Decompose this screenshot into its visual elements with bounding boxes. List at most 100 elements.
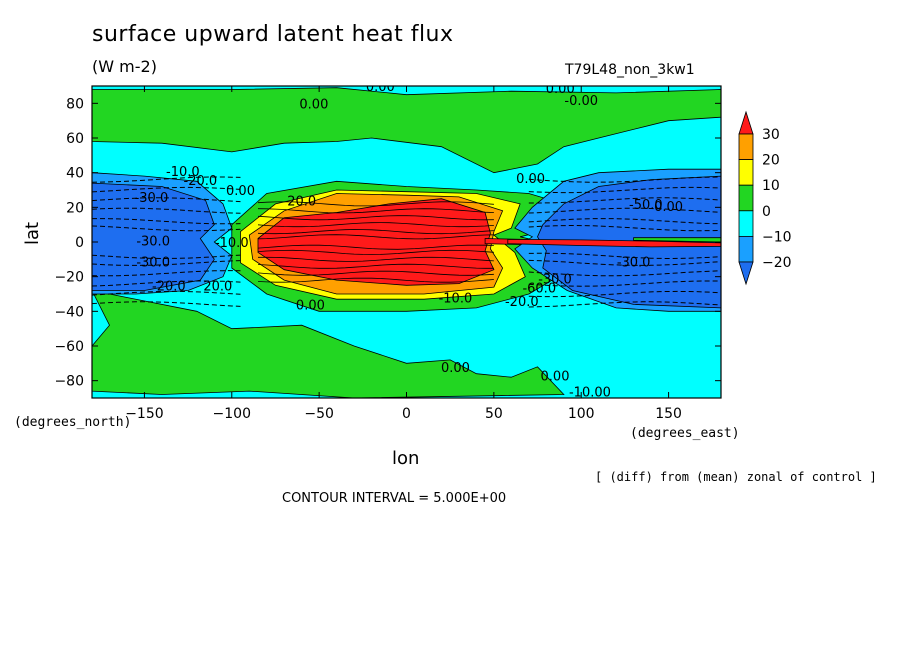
contour-line-negative — [528, 224, 721, 232]
contour-line-positive — [257, 215, 494, 221]
contour-label: -10.0 — [166, 165, 200, 180]
region-red-tongue-top — [507, 238, 721, 248]
colorbar-label: 10 — [762, 178, 780, 194]
x-axis-label: lon — [392, 448, 420, 469]
contour-line-negative — [92, 280, 241, 287]
colorbar-swatch — [738, 110, 754, 135]
contour-label: -10.0 — [215, 236, 249, 251]
colorbar-swatch — [738, 159, 754, 186]
colorbar-swatch — [738, 235, 754, 263]
contour-line-positive — [257, 208, 494, 214]
contour-line-negative — [528, 186, 721, 194]
y-tick-label: 0 — [75, 235, 84, 251]
y-tick-label: −20 — [54, 270, 84, 286]
contour-label: 0.00 — [299, 98, 328, 113]
contour-line-negative — [528, 218, 721, 225]
contour-line-negative — [92, 218, 241, 225]
contour-label: 0.00 — [654, 200, 683, 215]
colorbar-swatch — [738, 133, 754, 161]
region-red — [257, 198, 495, 286]
y-axis-unit: (degrees_north) — [14, 415, 132, 430]
colorbar-swatch — [738, 184, 754, 212]
contour-line-positive — [257, 222, 494, 228]
y-tick-label: 40 — [66, 166, 84, 182]
contour-line-negative — [528, 280, 721, 287]
diff-note: [ (diff) from (mean) zonal of control ] — [595, 470, 877, 484]
x-tick-label: −150 — [125, 406, 163, 422]
contour-line-positive — [257, 201, 494, 207]
x-axis-unit: (degrees_east) — [630, 426, 740, 441]
contour-label: 0.00 — [516, 172, 545, 187]
x-tick-label: −100 — [213, 406, 251, 422]
y-tick-label: −40 — [54, 304, 84, 320]
contour-line-negative — [528, 176, 721, 183]
contour-label: 0.00 — [296, 299, 325, 314]
contour-label: -60.0 — [522, 281, 556, 296]
contour-label: -20.0 — [184, 174, 218, 189]
contour-label: -20.0 — [505, 295, 539, 310]
colorbar-label: 0 — [762, 204, 771, 220]
contour-line-negative — [528, 197, 721, 204]
contour-label: 20.0 — [203, 280, 232, 295]
colorbar-label: −10 — [762, 229, 792, 245]
contour-label: -30.0 — [617, 255, 651, 270]
region-green-south — [92, 290, 565, 398]
contour-label: -10.0 — [439, 292, 473, 307]
contour-label: 20.0 — [287, 195, 316, 210]
contour-label: -30.0 — [135, 191, 169, 206]
contour-label: -20.0 — [152, 280, 186, 295]
x-tick-label: −50 — [304, 406, 334, 422]
contour-line-negative — [92, 225, 241, 232]
contour-lines — [92, 176, 721, 308]
contour-label: -50.0 — [629, 198, 663, 213]
contour-label: -10.00 — [569, 385, 611, 400]
run-name: T79L48_non_3kw1 — [565, 62, 695, 78]
colorbar-label: −20 — [762, 255, 792, 271]
contour-labels: 0.00 0.00-0.000.00-10.0-20.00.00-30.0 20.0… — [135, 80, 683, 400]
contour-line-negative — [528, 301, 721, 308]
contour-line-negative — [528, 290, 721, 298]
y-tick-label: 20 — [66, 200, 84, 216]
colorbar-swatch — [738, 210, 754, 237]
contour-line-negative — [92, 197, 241, 203]
colorbar-label: 30 — [762, 127, 780, 143]
chart-units: (W m-2) — [92, 57, 157, 76]
contour-line-negative — [528, 252, 721, 260]
contour-line-positive — [257, 244, 494, 250]
contour-line-negative — [92, 186, 241, 193]
region-green-north — [92, 87, 721, 174]
x-tick-label: 50 — [485, 406, 503, 422]
colorbar-label: 20 — [762, 153, 780, 169]
contour-label: 0.00 — [546, 82, 575, 97]
contour-line-positive — [257, 234, 494, 240]
contour-label: 0.00 — [541, 370, 570, 385]
colorbar: 30 20 10 0 −10 −20 — [738, 110, 792, 286]
contour-line-negative — [92, 260, 241, 266]
y-tick-label: −80 — [54, 374, 84, 390]
contour-label: -0.00 — [564, 94, 598, 109]
x-tick-label: 150 — [655, 406, 682, 422]
contour-label: 0.00 — [226, 184, 255, 199]
contour-interval: CONTOUR INTERVAL = 5.000E+00 — [282, 491, 507, 506]
chart-title: surface upward latent heat flux — [92, 22, 454, 47]
y-tick-label: 80 — [66, 96, 84, 112]
axes: −150 −100 −50 0 50 100 150 −80 −60 −40 −20 0 20 40 60 8… — [54, 86, 721, 422]
contour-line-negative — [92, 254, 241, 260]
y-tick-label: −60 — [54, 339, 84, 355]
contour-label: -30.0 — [136, 235, 170, 250]
contour-label: 0.00 — [366, 80, 395, 95]
x-tick-label: 0 — [402, 406, 411, 422]
contour-label: -30.0 — [538, 273, 572, 288]
contour-line-positive — [258, 256, 494, 262]
contour-label: 0.00 — [441, 361, 470, 376]
contour-line-positive — [257, 229, 494, 235]
contour-line-positive — [257, 277, 494, 283]
region-green-tongue — [633, 237, 721, 243]
contour-line-negative — [528, 207, 721, 214]
contour-line-negative — [528, 270, 721, 277]
y-tick-label: 60 — [66, 131, 84, 147]
contour-line-positive — [257, 249, 494, 255]
contour-line-negative — [92, 207, 241, 214]
contour-line-negative — [528, 259, 721, 266]
